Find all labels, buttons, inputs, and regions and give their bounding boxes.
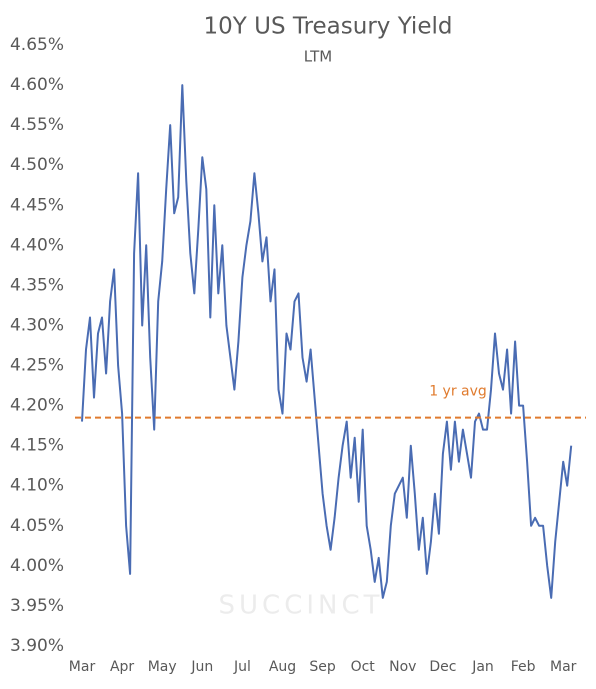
y-tick-label: 4.35% bbox=[10, 275, 64, 295]
y-tick-label: 4.45% bbox=[10, 195, 64, 215]
y-tick-label: 4.50% bbox=[10, 155, 64, 175]
x-tick-label: Mar bbox=[550, 659, 577, 675]
y-tick-label: 4.55% bbox=[10, 115, 64, 135]
x-tick-label: Nov bbox=[389, 659, 416, 675]
y-tick-label: 4.05% bbox=[10, 516, 64, 536]
y-tick-label: 4.65% bbox=[10, 35, 64, 55]
watermark: SUCCINCT bbox=[219, 591, 384, 621]
y-tick-label: 4.25% bbox=[10, 356, 64, 376]
x-tick-label: Apr bbox=[110, 659, 134, 675]
x-tick-label: Mar bbox=[69, 659, 96, 675]
x-tick-label: Jan bbox=[471, 659, 494, 675]
x-tick-label: Aug bbox=[269, 659, 296, 675]
line-series bbox=[81, 84, 573, 599]
x-tick-label: Jul bbox=[233, 659, 251, 675]
y-tick-label: 4.20% bbox=[10, 396, 64, 416]
y-tick-label: 3.95% bbox=[10, 596, 64, 616]
chart-subtitle: LTM bbox=[304, 48, 332, 66]
y-tick-label: 4.15% bbox=[10, 436, 64, 456]
x-tick-label: Dec bbox=[429, 659, 456, 675]
x-tick-label: Oct bbox=[351, 659, 376, 675]
x-tick-label: Sep bbox=[309, 659, 336, 675]
y-tick-label: 4.30% bbox=[10, 315, 64, 335]
y-tick-label: 3.90% bbox=[10, 636, 64, 656]
x-tick-label: Feb bbox=[511, 659, 536, 675]
chart-title: 10Y US Treasury Yield bbox=[204, 14, 453, 40]
y-tick-label: 4.10% bbox=[10, 476, 64, 496]
average-label: 1 yr avg bbox=[429, 384, 487, 400]
y-tick-label: 4.00% bbox=[10, 556, 64, 576]
y-tick-label: 4.60% bbox=[10, 75, 64, 95]
x-tick-label: Jun bbox=[190, 659, 213, 675]
y-tick-label: 4.40% bbox=[10, 235, 64, 255]
x-tick-label: May bbox=[148, 659, 177, 675]
